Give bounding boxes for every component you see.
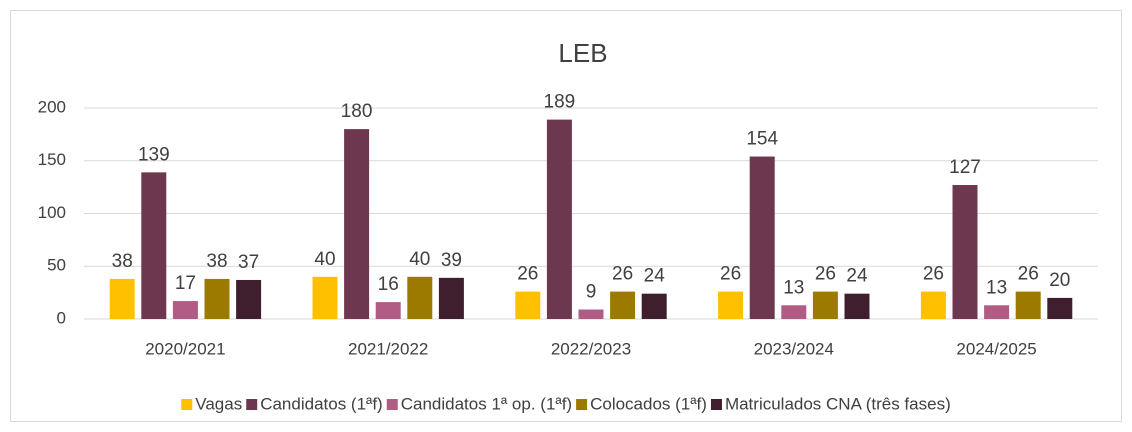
legend-swatch <box>246 399 258 410</box>
legend-swatch <box>576 399 588 410</box>
chart-title: LEB <box>558 38 607 68</box>
data-label: 154 <box>746 129 778 150</box>
legend-swatch <box>710 399 722 410</box>
bar <box>546 119 572 319</box>
data-label: 37 <box>238 252 259 273</box>
y-tick-label: 200 <box>38 97 66 116</box>
data-label: 13 <box>783 277 804 298</box>
bar <box>375 302 401 319</box>
legend-label: Matriculados CNA (três fases) <box>725 394 951 413</box>
y-tick-label: 150 <box>38 150 66 169</box>
legend-label: Vagas <box>195 394 242 413</box>
bar <box>952 185 978 319</box>
bar <box>515 291 541 319</box>
data-label: 40 <box>314 249 335 270</box>
bar <box>718 291 744 319</box>
data-label: 24 <box>644 266 666 287</box>
data-label: 26 <box>612 264 633 285</box>
data-label: 24 <box>846 266 868 287</box>
data-label: 127 <box>949 157 981 178</box>
data-label: 38 <box>112 251 133 272</box>
y-tick-label: 0 <box>57 308 66 327</box>
bar <box>781 305 807 319</box>
legend-label: Colocados (1ªf) <box>590 394 707 413</box>
bar <box>344 129 370 319</box>
bar <box>749 156 775 319</box>
data-label: 189 <box>544 92 576 113</box>
bar <box>141 172 167 319</box>
bar <box>1015 291 1041 319</box>
data-label: 17 <box>175 273 196 294</box>
bar <box>438 277 464 319</box>
data-label: 38 <box>206 251 227 272</box>
legend-swatch <box>181 399 193 410</box>
data-label: 180 <box>341 101 373 122</box>
x-tick-label: 2021/2022 <box>348 339 428 358</box>
legend-label: Candidatos 1ª op. (1ªf) <box>401 394 572 413</box>
legend-swatch <box>386 399 398 410</box>
data-label: 26 <box>720 264 741 285</box>
bar <box>578 309 604 319</box>
x-tick-label: 2023/2024 <box>754 339 834 358</box>
data-label: 40 <box>409 249 430 270</box>
bar <box>204 278 230 319</box>
bar <box>920 291 946 319</box>
y-tick-label: 100 <box>38 203 66 222</box>
bar <box>641 293 667 319</box>
x-tick-label: 2020/2021 <box>145 339 225 358</box>
bar <box>172 301 198 319</box>
bar <box>1047 297 1073 319</box>
data-label: 9 <box>586 282 597 303</box>
data-label: 139 <box>138 144 170 165</box>
y-tick-label: 50 <box>47 256 66 275</box>
data-label: 16 <box>378 274 399 295</box>
bar <box>610 291 636 319</box>
data-label: 26 <box>1018 264 1039 285</box>
bar <box>312 276 338 319</box>
legend-label: Candidatos (1ªf) <box>260 394 383 413</box>
data-label: 13 <box>986 277 1007 298</box>
x-tick-label: 2024/2025 <box>956 339 1036 358</box>
data-label: 20 <box>1049 270 1070 291</box>
bar <box>109 278 135 319</box>
bar <box>812 291 838 319</box>
x-tick-label: 2022/2023 <box>551 339 631 358</box>
data-label: 26 <box>517 264 538 285</box>
data-label: 26 <box>815 264 836 285</box>
bar <box>844 293 870 319</box>
data-label: 26 <box>923 264 944 285</box>
data-label: 39 <box>441 250 462 271</box>
bar <box>236 279 262 319</box>
bar <box>407 276 433 319</box>
bar <box>984 305 1010 319</box>
